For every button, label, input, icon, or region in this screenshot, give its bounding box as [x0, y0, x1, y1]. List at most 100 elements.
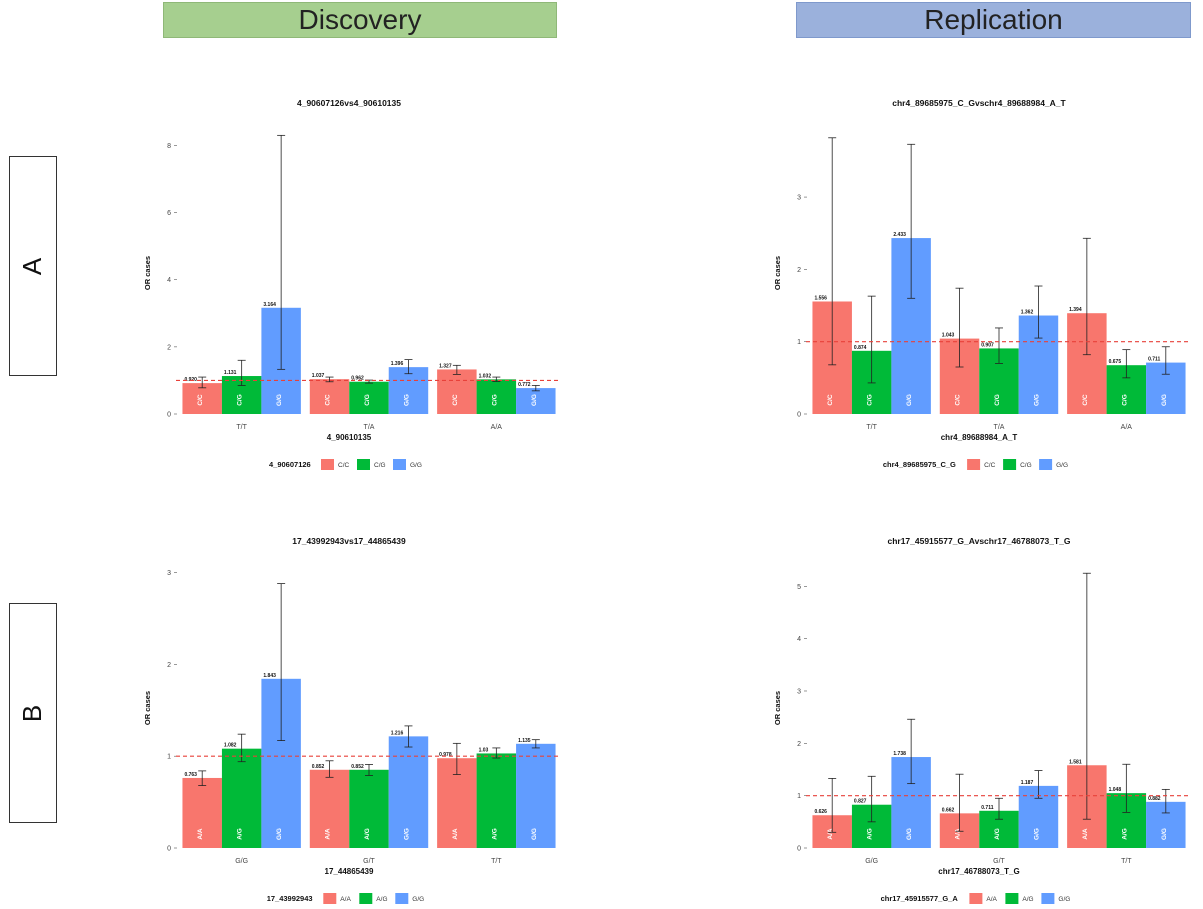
bar-series-label: C/G — [237, 394, 244, 406]
data-label: 1.048 — [1109, 787, 1122, 793]
bar-series-label: C/G — [994, 394, 1001, 406]
y-tick-label: 1 — [167, 754, 171, 761]
data-label: 3.164 — [263, 302, 276, 308]
y-tick-label: 3 — [797, 195, 801, 202]
y-tick-label: 5 — [797, 584, 801, 591]
row-label-a-text: A — [17, 257, 48, 275]
legend-label: G/G — [1056, 462, 1068, 469]
data-label: 1.032 — [479, 373, 492, 379]
legend-label: G/G — [1058, 896, 1070, 903]
y-tick-label: 0 — [797, 412, 801, 419]
y-tick-label: 1 — [797, 339, 801, 346]
legend-label: A/A — [340, 896, 351, 903]
x-tick-label: G/T — [363, 858, 375, 865]
x-tick-label: T/T — [1121, 858, 1132, 865]
bar-series-label: C/C — [955, 394, 962, 406]
bar-series-label: G/G — [531, 828, 538, 840]
x-tick-label: A/A — [1121, 424, 1133, 431]
y-tick-label: 3 — [167, 570, 171, 577]
data-label: 0.711 — [981, 805, 993, 811]
legend-title: 4_90607126 — [269, 460, 311, 469]
bar — [437, 369, 477, 414]
legend-swatch — [969, 893, 983, 904]
bar-series-label: G/G — [531, 394, 538, 406]
bar-series-label: C/C — [325, 394, 332, 406]
chart-a-discovery: 4_90607126vs4_90610135 0 2 4 6 8 OR cases C/C 0.… — [143, 98, 560, 470]
x-tick-label: G/G — [235, 858, 248, 865]
legend-title: 17_43992943 — [267, 894, 313, 903]
legend-swatch — [967, 459, 981, 470]
legend-title: chr17_45915577_G_A — [881, 894, 959, 903]
y-tick-label: 0 — [167, 412, 171, 419]
bar-series-label: C/G — [867, 394, 874, 406]
legend-label: G/G — [412, 896, 424, 903]
y-tick-label: 0 — [167, 846, 171, 853]
bar-series-label: A/A — [827, 828, 834, 840]
data-label: 1.216 — [391, 730, 404, 736]
y-tick-label: 2 — [167, 662, 171, 669]
bar-series-label: G/G — [906, 828, 913, 840]
bar — [221, 748, 262, 848]
legend-swatch — [395, 893, 409, 904]
legend-label: A/G — [376, 896, 387, 903]
bar — [516, 743, 556, 848]
y-axis-label: OR cases — [773, 256, 782, 290]
chart-a-replication: chr4_89685975_C_Gvschr4_89688984_A_T 0 1 2 3… — [773, 98, 1190, 470]
data-label: 1.037 — [312, 373, 325, 379]
bar-series-label: A/G — [237, 828, 244, 840]
bar-series-label: A/A — [1082, 828, 1089, 840]
bar-series-label: G/G — [276, 828, 283, 840]
bar — [476, 753, 517, 848]
data-label: 0.874 — [854, 345, 867, 351]
legend-swatch — [393, 459, 406, 470]
bar-series-label: G/G — [1033, 394, 1040, 406]
legend-swatch — [1039, 459, 1053, 470]
bar-series-label: A/G — [1121, 828, 1128, 840]
legend-label: C/C — [338, 462, 350, 469]
legend-swatch — [1041, 893, 1055, 904]
legend-swatch — [357, 459, 370, 470]
data-label: 1.135 — [518, 738, 531, 744]
data-label: 0.962 — [351, 376, 364, 382]
y-tick-label: 1 — [797, 793, 801, 800]
y-tick-label: 2 — [797, 741, 801, 748]
bar-series-label: C/C — [827, 394, 834, 406]
x-tick-label: T/A — [994, 424, 1005, 431]
data-label: 0.772 — [518, 382, 531, 388]
data-label: 1.396 — [391, 361, 404, 367]
bar-series-label: A/G — [867, 828, 874, 840]
y-axis-label: OR cases — [773, 691, 782, 725]
legend-swatch — [321, 459, 334, 470]
x-tick-label: A/A — [491, 424, 503, 431]
bar — [516, 388, 556, 414]
data-label: 0.978 — [439, 752, 452, 758]
data-label: 1.131 — [224, 370, 237, 376]
data-label: 0.882 — [1148, 796, 1161, 802]
bar-series-label: G/G — [1033, 828, 1040, 840]
x-tick-label: T/T — [236, 424, 247, 431]
x-axis-label: 17_44865439 — [325, 867, 374, 876]
data-label: 1.581 — [1069, 759, 1082, 765]
bar-series-label: G/G — [403, 394, 410, 406]
data-label: 0.763 — [184, 772, 197, 778]
bar-series-label: G/G — [1161, 394, 1168, 406]
bar — [388, 367, 429, 414]
bar-series-label: G/G — [403, 828, 410, 840]
data-label: 1.394 — [1069, 307, 1082, 313]
bar-series-label: C/C — [197, 394, 204, 406]
x-axis-label: chr17_46788073_T_G — [938, 867, 1019, 876]
data-label: 1.03 — [479, 747, 489, 753]
bar-series-label: C/C — [452, 394, 459, 406]
data-label: 1.738 — [893, 751, 906, 757]
x-axis-label: 4_90610135 — [327, 433, 372, 442]
chart-title: chr17_45915577_G_Avschr17_46788073_T_G — [887, 536, 1070, 546]
legend-label: C/C — [984, 462, 996, 469]
data-label: 1.327 — [439, 363, 452, 369]
bar-series-label: A/G — [364, 828, 371, 840]
data-label: 0.711 — [1148, 357, 1160, 363]
data-label: 1.362 — [1021, 310, 1034, 316]
y-tick-label: 2 — [167, 344, 171, 351]
data-label: 1.082 — [224, 743, 237, 749]
row-label-a: A — [9, 156, 57, 376]
bar-series-label: C/G — [364, 394, 371, 406]
